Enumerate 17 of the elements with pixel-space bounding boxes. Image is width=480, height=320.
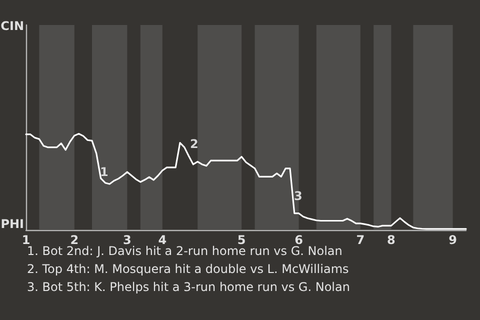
x-tick-label: 5 [237,233,246,247]
annotation: 1 [100,165,108,179]
text: 1. Bot 2nd: J. Davis hit a 2-run home run vs G. Nolan [27,244,342,258]
text: CIN [0,19,24,33]
x-tick-label: 7 [356,233,365,247]
text: 3. Bot 5th: K. Phelps hit a 3-run home run vs G. Nolan [27,280,350,294]
annotation: 2 [190,137,198,151]
x-tick-label: 9 [448,233,457,247]
x-tick-label: 2 [70,233,79,247]
x-tick-label: 3 [123,233,132,247]
annotation: 3 [294,189,302,203]
text: PHI [0,217,24,231]
text: 2. Top 4th: M. Mosquera hit a double vs L. McWilliams [27,262,349,276]
x-tick-label: 1 [22,233,30,247]
x-tick-label: 8 [387,233,396,247]
x-tick-label: 4 [158,233,167,247]
x-tick-label: 6 [294,233,303,247]
